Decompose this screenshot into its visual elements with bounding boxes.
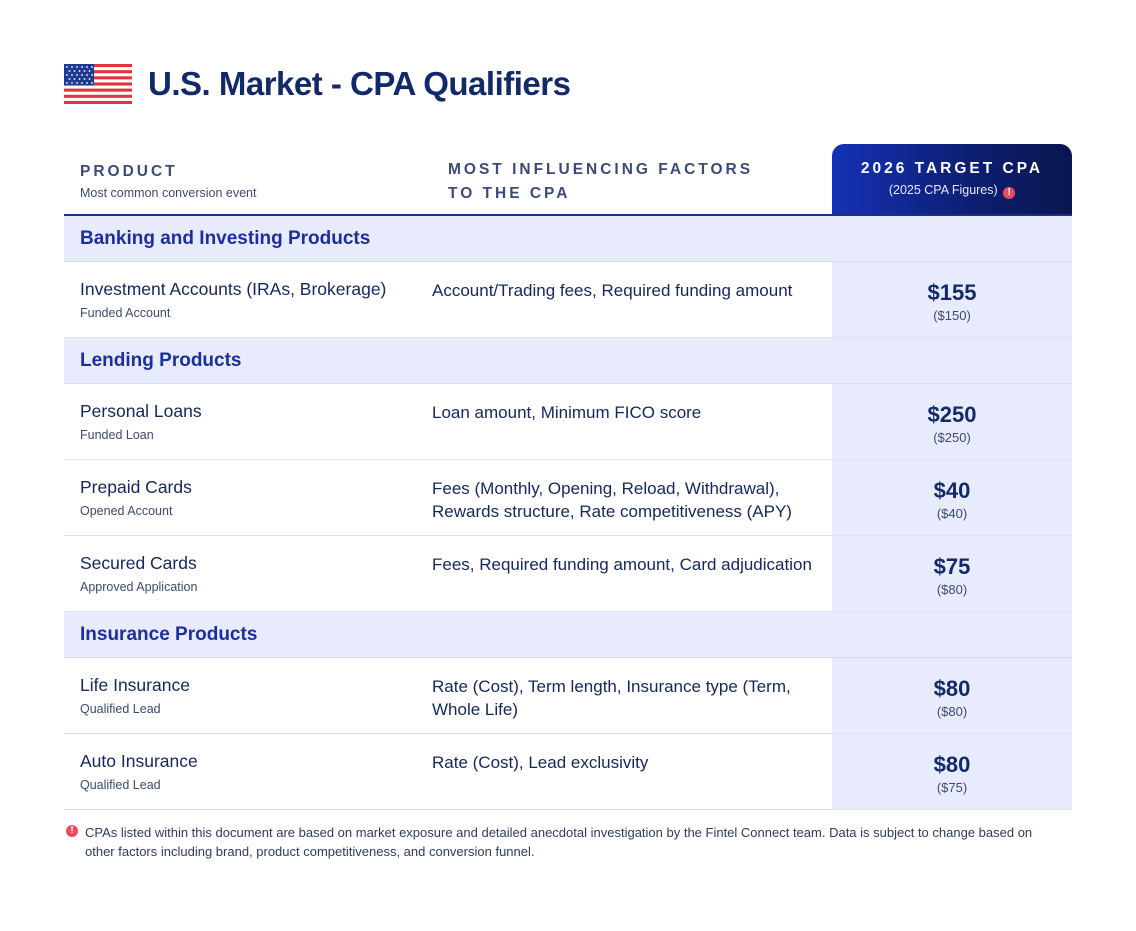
product-cell: Prepaid Cards Opened Account (80, 477, 192, 518)
target-cpa-value: $75 (933, 554, 971, 579)
conversion-event: Funded Loan (80, 428, 154, 442)
previous-cpa-value: ($40) (936, 506, 968, 521)
page-header: U.S. Market - CPA Qualifiers (64, 64, 571, 104)
previous-cpa-value: ($80) (936, 582, 968, 597)
header-cpa-sub: (2025 CPA Figures) ! (832, 183, 1072, 199)
target-cpa-value: $80 (933, 676, 971, 701)
previous-cpa-value: ($150) (933, 308, 971, 323)
header-product-label: PRODUCT (80, 163, 178, 180)
previous-cpa-value: ($75) (936, 780, 968, 795)
cpa-cell: $155 ($150) (832, 262, 1072, 337)
product-cell: Personal Loans Funded Loan (80, 401, 202, 442)
cpa-cell: $40 ($40) (832, 460, 1072, 535)
product-name: Prepaid Cards (80, 477, 192, 497)
factors-cell: Fees (Monthly, Opening, Reload, Withdraw… (432, 479, 792, 521)
alert-icon: ! (1003, 187, 1016, 199)
cpa-cell: $75 ($80) (832, 536, 1072, 611)
target-cpa-value: $40 (933, 478, 971, 503)
cpa-cell: $80 ($80) (832, 658, 1072, 733)
factors-cell: Fees, Required funding amount, Card adju… (432, 555, 812, 574)
table-header: PRODUCT Most common conversion event MOS… (64, 144, 1072, 216)
target-cpa-value: $155 (927, 280, 977, 305)
table-row: Life Insurance Qualified Lead Rate (Cost),… (64, 658, 1072, 734)
cpa-cell: $250 ($250) (832, 384, 1072, 459)
table-row: Secured Cards Approved Application Fees, R… (64, 536, 1072, 612)
factors-cell: Account/Trading fees, Required funding a… (432, 281, 793, 300)
product-name: Auto Insurance (80, 751, 198, 771)
us-flag-icon (64, 64, 132, 104)
product-name: Secured Cards (80, 553, 197, 573)
page-title: U.S. Market - CPA Qualifiers (148, 65, 571, 102)
section-title: Banking and Investing Products (80, 227, 371, 249)
conversion-event: Approved Application (80, 580, 198, 594)
table-row: Personal Loans Funded Loan Loan amount, Mi… (64, 384, 1072, 460)
table-body: Banking and Investing Products Investment… (64, 216, 1072, 810)
conversion-event: Funded Account (80, 306, 171, 320)
header-cpa-sub-text: (2025 CPA Figures) (888, 183, 998, 197)
target-cpa-value: $250 (927, 402, 977, 427)
cpa-cell: $80 ($75) (832, 734, 1072, 809)
section-header: Insurance Products (64, 612, 1072, 658)
footnote-text: CPAs listed within this document are bas… (85, 825, 1033, 859)
header-cpa-label: 2026 TARGET CPA (860, 160, 1044, 177)
product-name: Life Insurance (80, 675, 190, 695)
factors-cell: Rate (Cost), Lead exclusivity (432, 753, 649, 772)
header-product: PRODUCT Most common conversion event (80, 160, 256, 200)
section-header: Lending Products (64, 338, 1072, 384)
product-name: Investment Accounts (IRAs, Brokerage) (80, 279, 387, 299)
product-name: Personal Loans (80, 401, 202, 421)
conversion-event: Qualified Lead (80, 702, 161, 716)
section-title: Lending Products (80, 349, 242, 371)
table-row: Investment Accounts (IRAs, Brokerage) Fun… (64, 262, 1072, 338)
header-cpa: 2026 TARGET CPA (2025 CPA Figures) ! (832, 144, 1072, 214)
target-cpa-value: $80 (933, 752, 971, 777)
factors-cell: Rate (Cost), Term length, Insurance type… (432, 677, 791, 719)
section-header: Banking and Investing Products (64, 216, 1072, 262)
conversion-event: Opened Account (80, 504, 173, 518)
footnote: ! CPAs listed within this document are b… (64, 823, 1064, 861)
product-cell: Life Insurance Qualified Lead (80, 675, 190, 716)
product-cell: Investment Accounts (IRAs, Brokerage) Fun… (80, 279, 386, 320)
previous-cpa-value: ($80) (936, 704, 968, 719)
header-factors-label: MOST INFLUENCING FACTORS TO THE CPA (448, 161, 754, 202)
section-title: Insurance Products (80, 623, 258, 645)
cpa-table: PRODUCT Most common conversion event MOS… (64, 144, 1072, 810)
conversion-event: Qualified Lead (80, 778, 161, 792)
alert-icon: ! (66, 825, 78, 837)
header-product-sub: Most common conversion event (80, 186, 257, 200)
table-row: Prepaid Cards Opened Account Fees (Monthly… (64, 460, 1072, 536)
previous-cpa-value: ($250) (933, 430, 971, 445)
product-cell: Auto Insurance Qualified Lead (80, 751, 198, 792)
product-cell: Secured Cards Approved Application (80, 553, 197, 594)
table-row: Auto Insurance Qualified Lead Rate (Cost),… (64, 734, 1072, 810)
factors-cell: Loan amount, Minimum FICO score (432, 403, 702, 422)
